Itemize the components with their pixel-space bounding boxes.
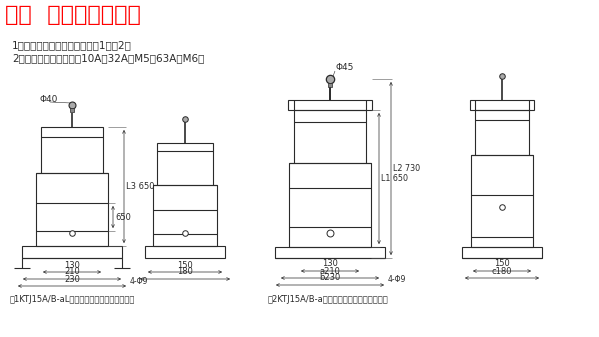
Text: 三．  外形及安装尺寸: 三． 外形及安装尺寸	[5, 5, 141, 25]
Text: 180: 180	[177, 268, 193, 276]
Text: 4-Φ9: 4-Φ9	[130, 276, 149, 285]
Text: a210: a210	[319, 267, 340, 276]
Text: 4-Φ9: 4-Φ9	[388, 276, 406, 284]
Bar	[294, 110, 366, 163]
Bar	[471, 155, 533, 247]
Text: Φ40: Φ40	[39, 95, 58, 104]
Bar	[157, 143, 213, 185]
Bar	[462, 247, 542, 258]
Bar	[288, 100, 372, 110]
Bar	[475, 110, 529, 155]
Text: 650: 650	[115, 213, 131, 221]
Text: 130: 130	[64, 261, 80, 270]
Bar	[22, 246, 122, 258]
Bar	[470, 100, 534, 110]
Bar	[145, 246, 225, 258]
Text: 130: 130	[322, 259, 338, 269]
Text: 图1KTJ15A/B-aL型凸轮控制器支装和外形尺寸: 图1KTJ15A/B-aL型凸轮控制器支装和外形尺寸	[10, 295, 135, 304]
Text: 150: 150	[177, 261, 193, 270]
Bar	[36, 173, 108, 246]
Text: 210: 210	[64, 268, 80, 276]
Text: b230: b230	[319, 274, 341, 282]
Text: L3 650: L3 650	[126, 182, 155, 191]
Text: c180: c180	[492, 267, 512, 276]
Bar	[41, 127, 103, 173]
Text: 230: 230	[64, 275, 80, 283]
Text: L2 730: L2 730	[393, 164, 420, 173]
Bar	[275, 247, 385, 258]
Text: 1、控制器的外形安装尺寸见图1、图2；: 1、控制器的外形安装尺寸见图1、图2；	[12, 40, 132, 50]
Text: L1 650: L1 650	[381, 174, 408, 183]
Bar	[289, 163, 371, 247]
Text: 图2KTJ15A/B-a型凸轮控制器支装和外形尺寸: 图2KTJ15A/B-a型凸轮控制器支装和外形尺寸	[268, 295, 389, 304]
Text: 150: 150	[494, 259, 510, 269]
Text: 2、触头元件的接线螺钉10A、32A为M5，63A为M6。: 2、触头元件的接线螺钉10A、32A为M5，63A为M6。	[12, 53, 204, 63]
Text: Φ45: Φ45	[336, 62, 355, 71]
Bar	[153, 185, 217, 246]
